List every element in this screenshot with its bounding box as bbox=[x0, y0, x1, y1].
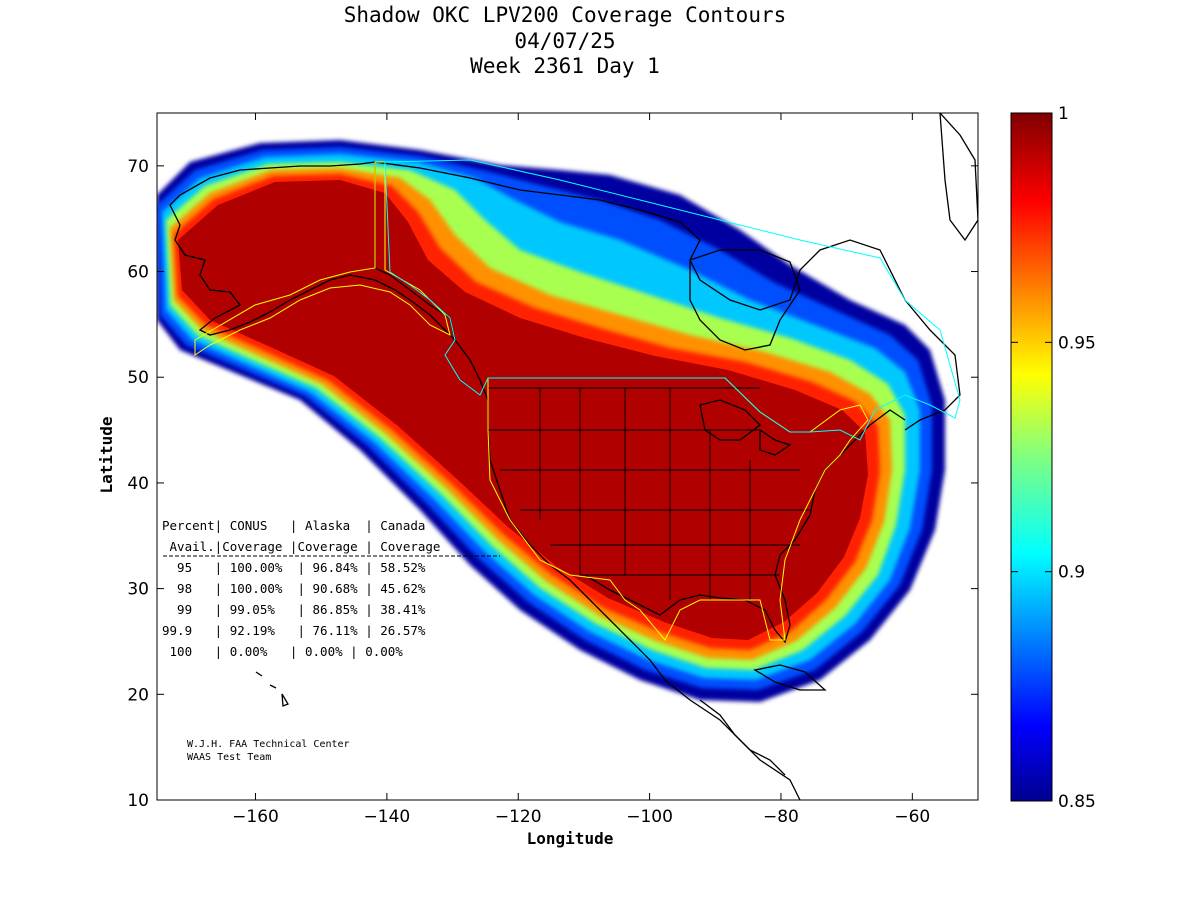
contour-100-core bbox=[178, 180, 868, 640]
credit-line-2: WAAS Test Team bbox=[187, 752, 271, 763]
chart-date: 04/07/25 bbox=[514, 29, 616, 53]
y-tick-label: 40 bbox=[127, 474, 149, 494]
colorbar-tick-label: 1 bbox=[1058, 104, 1069, 124]
table-row: 98 | 100.00% | 90.68% | 45.62% bbox=[162, 581, 426, 596]
colorbar-tick-label: 0.85 bbox=[1058, 792, 1096, 812]
canada-service-area bbox=[384, 159, 961, 441]
x-axis-label: Longitude bbox=[527, 829, 614, 848]
colorbar-ticks: 1 0.95 0.9 0.85 bbox=[1011, 104, 1096, 812]
x-tick-label: −100 bbox=[626, 807, 673, 827]
x-tick-label: −160 bbox=[232, 807, 279, 827]
y-tick-label: 10 bbox=[127, 791, 149, 811]
coverage-contours bbox=[157, 113, 978, 800]
conus-service-area bbox=[487, 377, 869, 641]
y-tick-label: 20 bbox=[127, 685, 149, 705]
chart-week-day: Week 2361 Day 1 bbox=[470, 54, 660, 78]
chart-title: Shadow OKC LPV200 Coverage Contours bbox=[343, 3, 787, 27]
y-tick-label: 60 bbox=[127, 263, 149, 283]
plot-frame bbox=[156, 112, 979, 801]
y-axis-label: Latitude bbox=[97, 416, 116, 493]
y-tick-label: 70 bbox=[127, 157, 149, 177]
table-row: 99 | 99.05% | 86.85% | 38.41% bbox=[162, 602, 426, 617]
x-tick-label: −80 bbox=[763, 807, 799, 827]
colorbar bbox=[1010, 112, 1053, 802]
alaska-service-area bbox=[194, 161, 451, 356]
table-row: 99.9 | 92.19% | 76.11% | 26.57% bbox=[162, 623, 426, 638]
table-header-2: Avail.|Coverage |Coverage | Coverage bbox=[162, 539, 440, 554]
x-tick-label: −120 bbox=[495, 807, 542, 827]
y-tick-label: 30 bbox=[127, 580, 149, 600]
colorbar-tick-label: 0.95 bbox=[1058, 333, 1096, 353]
state-boundaries bbox=[488, 387, 810, 600]
y-tick-label: 50 bbox=[127, 368, 149, 388]
y-axis: 10 20 30 40 50 60 70 bbox=[127, 157, 978, 811]
x-tick-label: −140 bbox=[364, 807, 411, 827]
table-header-1: Percent| CONUS | Alaska | Canada bbox=[162, 518, 425, 533]
table-row: 95 | 100.00% | 96.84% | 58.52% bbox=[162, 560, 426, 575]
colorbar-tick-label: 0.9 bbox=[1058, 563, 1085, 583]
credit-line-1: W.J.H. FAA Technical Center bbox=[187, 739, 350, 750]
x-axis: −160 −140 −120 −100 −80 −60 bbox=[232, 113, 930, 827]
coverage-table: Percent| CONUS | Alaska | Canada Avail.|… bbox=[162, 518, 500, 659]
table-row: 100 | 0.00% | 0.00% | 0.00% bbox=[162, 644, 403, 659]
x-tick-label: −60 bbox=[894, 807, 930, 827]
